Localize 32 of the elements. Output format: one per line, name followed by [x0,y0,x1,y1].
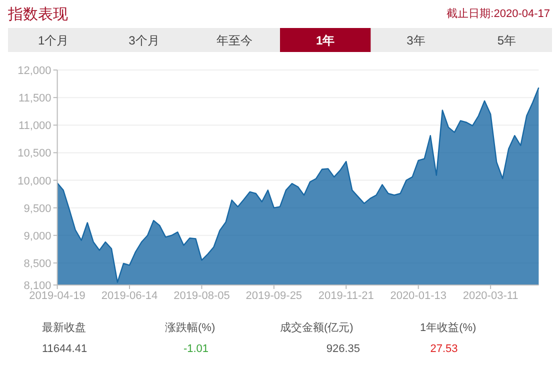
y-tick-label: 9,000 [24,230,52,242]
text: 年至今 [216,34,253,48]
y-tick-label: 9,500 [24,202,52,215]
y-tick-label: 12,000 [18,65,52,77]
text: 3年 [406,34,426,48]
text: 27.53 [430,343,458,355]
text: 11644.41 [42,343,88,355]
y-tick-label: 10,000 [18,175,52,188]
text: 涨跌幅(%) [165,322,216,334]
text: 1个月 [38,34,69,48]
x-tick-label: 2019-11-21 [318,290,374,302]
text: 926.35 [326,343,360,355]
x-tick-label: 2020-03-11 [462,290,518,302]
text: 5年 [497,34,516,48]
text: 3个月 [128,34,160,48]
x-tick-label: 2019-08-05 [174,290,230,302]
y-tick-label: 11,500 [18,92,52,105]
x-tick-label: 2019-06-14 [101,290,158,302]
chart-subtitle: 截止日期:2020-04-17 [446,7,550,20]
text: 1年 [316,34,335,48]
text: -1.01 [183,343,209,355]
text: 成交金额(亿元) [280,321,354,334]
y-tick-label: 10,500 [18,148,52,160]
text: 最新收盘 [42,321,86,334]
text: 1年收益(%) [420,322,476,334]
x-tick-label: 2019-09-25 [246,290,302,302]
y-tick-label: 11,000 [18,120,52,132]
y-tick-label: 8,100 [24,280,52,292]
chart-title: 指数表现 [7,6,68,23]
y-tick-label: 8,500 [24,258,52,270]
x-tick-label: 2019-04-19 [29,290,86,302]
x-tick-label: 2020-01-13 [390,290,446,302]
